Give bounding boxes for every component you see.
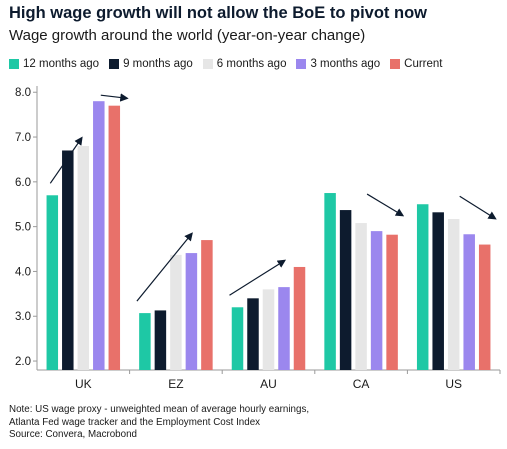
y-tick-label: 5.0 [15,222,31,234]
x-tick-label: AU [260,377,277,391]
legend-label: 9 months ago [123,58,193,70]
trend-arrow-up [49,136,83,184]
note-line-2: Atlanta Fed wage tracker and the Employm… [9,416,261,428]
y-tick-label: 8.0 [15,87,31,99]
trend-arrow-up [136,232,193,302]
legend-item-4: 3 months ago [296,58,380,70]
bar [62,150,74,370]
source-line: Source: Convera, Macrobond [9,429,137,440]
legend-label: 3 months ago [310,58,381,70]
bar [108,105,121,371]
legend-label: 6 months ago [216,58,287,70]
bar [185,253,198,370]
bar [432,212,444,370]
legend-item-5: Current [390,58,443,70]
bar [370,231,383,370]
bar [447,219,460,370]
x-tick-label: CA [353,377,370,391]
legend-item-1: 12 months ago [9,58,99,70]
bar [386,234,398,370]
x-tick-label: UK [75,377,92,391]
y-tick-label: 7.0 [15,132,31,144]
legend-item-3: 6 months ago [202,58,287,70]
bar [154,310,167,370]
y-tick-label: 2.0 [15,356,31,368]
bar [463,234,475,370]
trend-arrow-down [459,195,497,220]
chart-subtitle: Wage growth around the world (year-on-ye… [9,27,366,44]
bar [355,223,367,370]
legend-swatch [202,59,213,69]
legend-label: 12 months ago [23,58,100,70]
y-tick-label: 6.0 [15,177,31,189]
y-tick-label: 3.0 [15,311,31,323]
bar [231,307,244,370]
bar [262,289,275,370]
bar [416,204,429,370]
x-tick-label: EZ [168,377,183,391]
x-tick-label: US [445,377,462,391]
note-line-1: Note: US wage proxy - unweighted mean of… [9,404,310,415]
legend-swatch [296,59,307,69]
y-tick-label: 4.0 [15,266,31,278]
legend-swatch [390,59,401,69]
trend-arrow-up [229,259,287,296]
bar [93,101,105,370]
trend-arrow-flat [100,93,129,102]
bar [278,287,290,370]
legend-label: Current [404,58,443,70]
bar [77,146,90,370]
bar-chart: 2.0 3.0 4.0 5.0 6.0 7.0 8.0 UK EZ AU CA US [15,86,501,391]
bar [46,195,59,370]
chart-footnotes: Note: US wage proxy - unweighted mean of… [9,404,309,442]
legend-swatch [109,59,120,69]
bar [139,313,151,370]
bar [170,254,182,370]
chart-title: High wage growth will not allow the BoE … [9,4,427,22]
bar [339,210,352,370]
bar [247,298,259,370]
legend-swatch [9,59,19,69]
bar [478,244,491,370]
bar [324,193,336,370]
trend-arrow-down [366,193,405,217]
legend-item-2: 9 months ago [109,58,193,70]
bar [201,240,213,370]
bar [293,266,306,370]
chart-legend: 12 months ago 9 months ago 6 months ago 3 m… [9,58,443,70]
